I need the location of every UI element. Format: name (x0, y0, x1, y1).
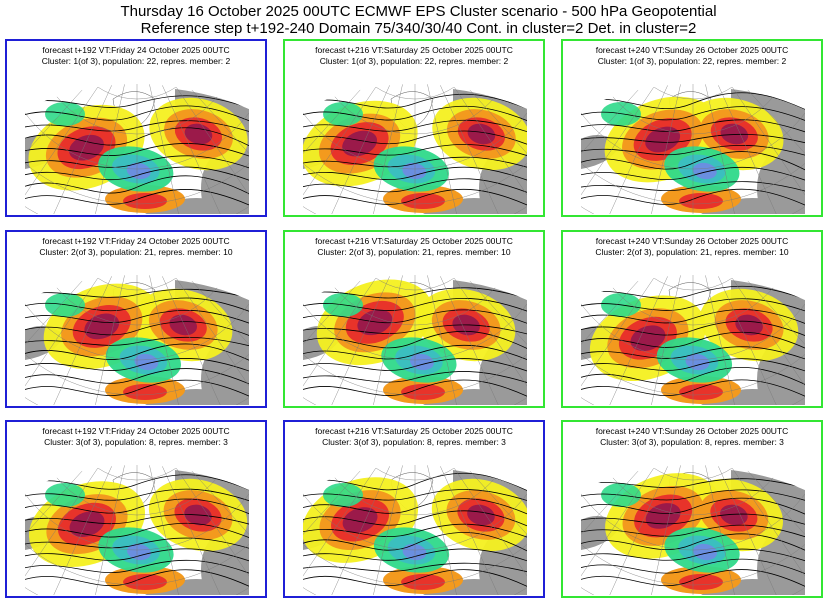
cluster-panel: forecast t+240 VT:Sunday 26 October 2025… (561, 39, 823, 217)
anomaly-shading (28, 97, 248, 213)
panel-forecast-title: forecast t+240 VT:Sunday 26 October 2025… (595, 236, 789, 246)
geopotential-contours (25, 288, 249, 400)
map-canvas (303, 84, 527, 214)
panel-forecast-title: forecast t+240 VT:Sunday 26 October 2025… (595, 426, 789, 436)
panel-cluster-info: Cluster: 1(of 3), population: 22, repres… (319, 56, 509, 66)
panel-cluster-info: Cluster: 2(of 3), population: 21, repres… (595, 247, 789, 257)
panel-map (25, 260, 249, 405)
geopotential-contours (581, 478, 805, 590)
panel-map (303, 450, 527, 595)
map-canvas (303, 275, 527, 405)
graticule (25, 275, 249, 405)
anomaly-shading (303, 477, 527, 594)
graticule (581, 84, 805, 214)
graticule (303, 275, 527, 405)
panel-forecast-title: forecast t+240 VT:Sunday 26 October 2025… (595, 45, 789, 55)
cluster-panel: forecast t+216 VT:Saturday 25 October 20… (283, 230, 545, 408)
panel-map (303, 69, 527, 214)
graticule (581, 465, 805, 595)
cluster-panel: forecast t+216 VT:Saturday 25 October 20… (283, 39, 545, 217)
panel-cluster-info: Cluster: 3(of 3), population: 8, repres.… (322, 437, 506, 447)
panel-cluster-info: Cluster: 1(of 3), population: 22, repres… (41, 56, 231, 66)
graticule (303, 84, 527, 214)
cluster-panel: forecast t+192 VT:Friday 24 October 2025… (5, 230, 267, 408)
panel-cluster-info: Cluster: 3(of 3), population: 8, repres.… (600, 437, 784, 447)
map-canvas (581, 84, 805, 214)
panel-map (581, 260, 805, 405)
graticule (303, 465, 527, 595)
panel-forecast-title: forecast t+192 VT:Friday 24 October 2025… (42, 236, 230, 246)
panel-forecast-title: forecast t+192 VT:Friday 24 October 2025… (42, 45, 230, 55)
anomaly-shading (589, 288, 799, 404)
map-canvas (581, 275, 805, 405)
cluster-panel: forecast t+216 VT:Saturday 25 October 20… (283, 420, 545, 598)
graticule (25, 84, 249, 214)
panel-cluster-info: Cluster: 3(of 3), population: 8, repres.… (44, 437, 228, 447)
panel-forecast-title: forecast t+216 VT:Saturday 25 October 20… (315, 45, 513, 55)
map-canvas (25, 465, 249, 595)
anomaly-shading (303, 97, 527, 213)
page-title: Thursday 16 October 2025 00UTC ECMWF EPS… (120, 3, 717, 20)
panel-map (25, 450, 249, 595)
panel-cluster-info: Cluster: 2(of 3), population: 21, repres… (317, 247, 511, 257)
cluster-panel: forecast t+240 VT:Sunday 26 October 2025… (561, 230, 823, 408)
geopotential-contours (25, 474, 249, 590)
geopotential-contours (581, 285, 805, 400)
page-subtitle: Reference step t+192-240 Domain 75/340/3… (140, 20, 697, 37)
graticule (25, 465, 249, 595)
geopotential-contours (303, 287, 527, 400)
anomaly-shading (43, 283, 233, 404)
map-canvas (25, 275, 249, 405)
cluster-panel: forecast t+192 VT:Friday 24 October 2025… (5, 420, 267, 598)
geopotential-contours (25, 95, 249, 208)
panel-forecast-title: forecast t+216 VT:Saturday 25 October 20… (315, 236, 513, 246)
cluster-panel: forecast t+240 VT:Sunday 26 October 2025… (561, 420, 823, 598)
graticule (581, 275, 805, 405)
panel-forecast-title: forecast t+192 VT:Friday 24 October 2025… (42, 426, 230, 436)
panel-map (25, 69, 249, 214)
panel-cluster-info: Cluster: 1(of 3), population: 22, repres… (597, 56, 787, 66)
panel-map (303, 260, 527, 405)
geopotential-contours (303, 93, 527, 209)
panel-forecast-title: forecast t+216 VT:Saturday 25 October 20… (315, 426, 513, 436)
map-canvas (303, 465, 527, 595)
panel-map (581, 69, 805, 214)
map-canvas (25, 84, 249, 214)
panel-map (581, 450, 805, 595)
geopotential-contours (581, 92, 805, 209)
cluster-panel: forecast t+192 VT:Friday 24 October 2025… (5, 39, 267, 217)
panel-cluster-info: Cluster: 2(of 3), population: 21, repres… (39, 247, 233, 257)
map-canvas (581, 465, 805, 595)
